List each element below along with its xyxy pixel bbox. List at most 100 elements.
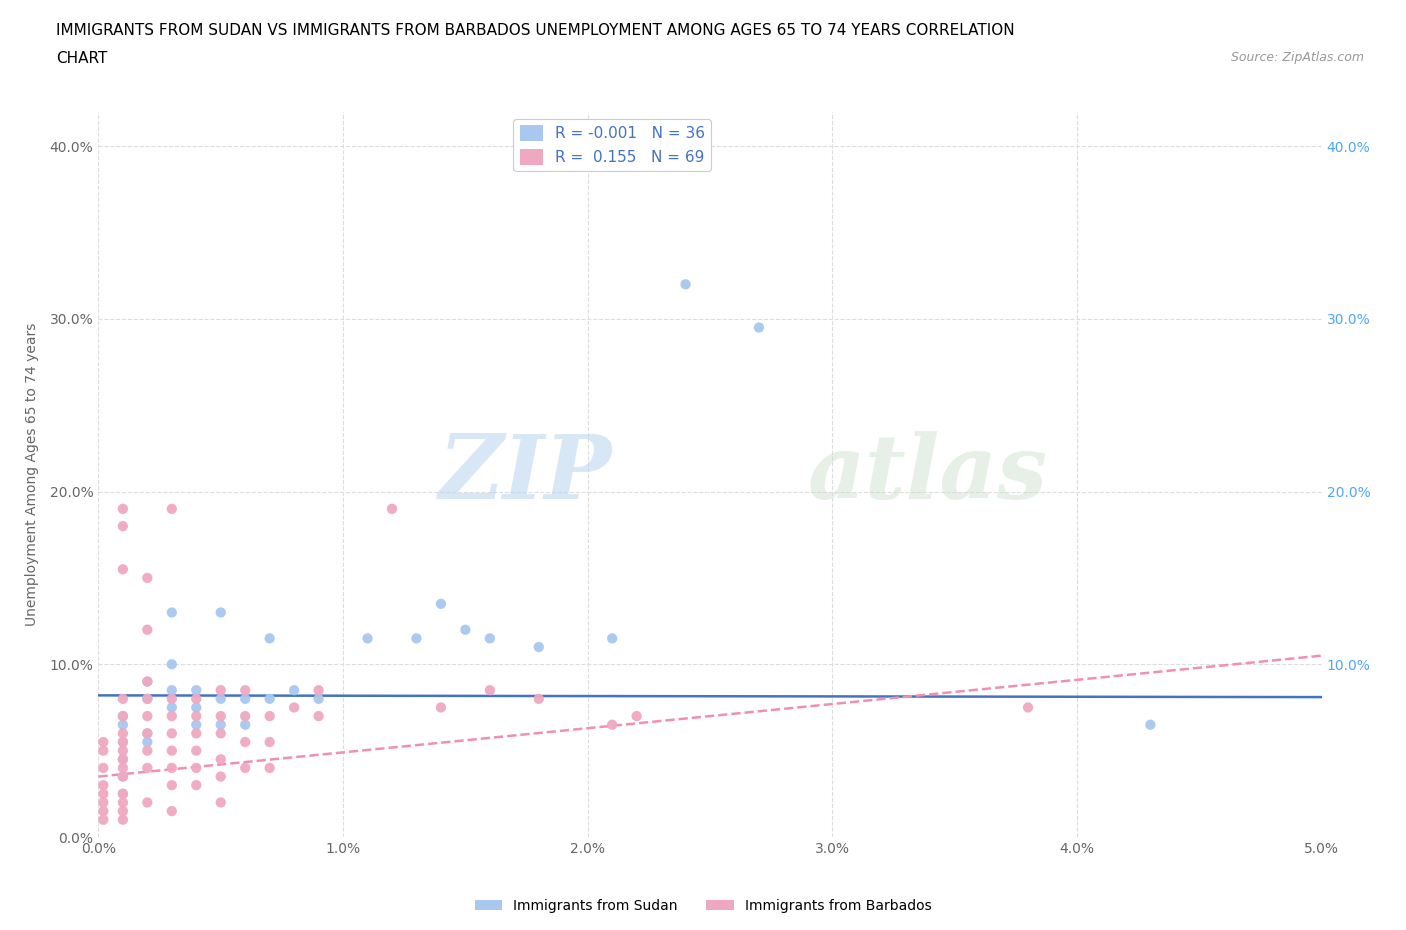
Text: IMMIGRANTS FROM SUDAN VS IMMIGRANTS FROM BARBADOS UNEMPLOYMENT AMONG AGES 65 TO : IMMIGRANTS FROM SUDAN VS IMMIGRANTS FROM… bbox=[56, 23, 1015, 38]
Point bbox=[136, 726, 159, 741]
Point bbox=[136, 674, 159, 689]
Point bbox=[160, 501, 183, 516]
Point bbox=[209, 683, 232, 698]
Point bbox=[283, 683, 305, 698]
Point bbox=[136, 570, 159, 585]
Point bbox=[111, 501, 134, 516]
Point bbox=[91, 795, 114, 810]
Point bbox=[626, 709, 648, 724]
Point bbox=[91, 735, 114, 750]
Point bbox=[186, 691, 208, 706]
Point bbox=[91, 812, 114, 827]
Point bbox=[600, 717, 623, 732]
Point bbox=[430, 700, 453, 715]
Point bbox=[111, 709, 134, 724]
Legend: R = -0.001   N = 36, R =  0.155   N = 69: R = -0.001 N = 36, R = 0.155 N = 69 bbox=[513, 119, 711, 171]
Point bbox=[111, 717, 134, 732]
Point bbox=[209, 605, 232, 620]
Point bbox=[233, 717, 256, 732]
Point bbox=[186, 700, 208, 715]
Point bbox=[111, 769, 134, 784]
Point bbox=[160, 691, 183, 706]
Point bbox=[356, 631, 378, 645]
Point bbox=[186, 761, 208, 776]
Point bbox=[186, 717, 208, 732]
Point bbox=[405, 631, 427, 645]
Point bbox=[209, 769, 232, 784]
Point bbox=[259, 735, 281, 750]
Point bbox=[209, 709, 232, 724]
Point bbox=[91, 743, 114, 758]
Point bbox=[186, 683, 208, 698]
Point bbox=[91, 787, 114, 802]
Point bbox=[160, 657, 183, 671]
Point bbox=[160, 605, 183, 620]
Point bbox=[136, 691, 159, 706]
Point bbox=[600, 631, 623, 645]
Point bbox=[454, 622, 477, 637]
Point bbox=[259, 709, 281, 724]
Point bbox=[527, 691, 550, 706]
Point bbox=[91, 804, 114, 818]
Point bbox=[111, 795, 134, 810]
Point bbox=[748, 320, 770, 335]
Point bbox=[160, 743, 183, 758]
Point bbox=[111, 726, 134, 741]
Point bbox=[186, 709, 208, 724]
Point bbox=[111, 691, 134, 706]
Point bbox=[209, 691, 232, 706]
Point bbox=[111, 743, 134, 758]
Point bbox=[527, 640, 550, 655]
Point bbox=[186, 726, 208, 741]
Point bbox=[283, 700, 305, 715]
Point bbox=[136, 709, 159, 724]
Point bbox=[111, 787, 134, 802]
Point bbox=[136, 735, 159, 750]
Point bbox=[186, 743, 208, 758]
Point bbox=[381, 501, 404, 516]
Point bbox=[111, 519, 134, 534]
Point bbox=[209, 795, 232, 810]
Point bbox=[160, 761, 183, 776]
Text: CHART: CHART bbox=[56, 51, 108, 66]
Point bbox=[111, 735, 134, 750]
Point bbox=[91, 761, 114, 776]
Point bbox=[136, 795, 159, 810]
Point bbox=[111, 562, 134, 577]
Text: Source: ZipAtlas.com: Source: ZipAtlas.com bbox=[1230, 51, 1364, 64]
Point bbox=[111, 709, 134, 724]
Point bbox=[1017, 700, 1039, 715]
Point bbox=[111, 812, 134, 827]
Point bbox=[259, 631, 281, 645]
Point bbox=[136, 761, 159, 776]
Point bbox=[160, 683, 183, 698]
Point bbox=[209, 717, 232, 732]
Point bbox=[160, 709, 183, 724]
Point bbox=[160, 804, 183, 818]
Text: ZIP: ZIP bbox=[439, 431, 612, 518]
Point bbox=[209, 751, 232, 766]
Point bbox=[478, 683, 501, 698]
Point bbox=[111, 751, 134, 766]
Point bbox=[136, 691, 159, 706]
Y-axis label: Unemployment Among Ages 65 to 74 years: Unemployment Among Ages 65 to 74 years bbox=[24, 323, 38, 626]
Legend: Immigrants from Sudan, Immigrants from Barbados: Immigrants from Sudan, Immigrants from B… bbox=[470, 894, 936, 919]
Point bbox=[136, 674, 159, 689]
Point bbox=[308, 691, 330, 706]
Point bbox=[111, 735, 134, 750]
Point bbox=[136, 726, 159, 741]
Point bbox=[233, 761, 256, 776]
Point bbox=[233, 691, 256, 706]
Point bbox=[111, 787, 134, 802]
Point bbox=[1139, 717, 1161, 732]
Point bbox=[675, 277, 697, 292]
Point bbox=[233, 683, 256, 698]
Point bbox=[233, 735, 256, 750]
Point bbox=[259, 761, 281, 776]
Point bbox=[136, 743, 159, 758]
Point bbox=[111, 769, 134, 784]
Point bbox=[111, 751, 134, 766]
Point bbox=[136, 622, 159, 637]
Point bbox=[91, 777, 114, 792]
Point bbox=[308, 683, 330, 698]
